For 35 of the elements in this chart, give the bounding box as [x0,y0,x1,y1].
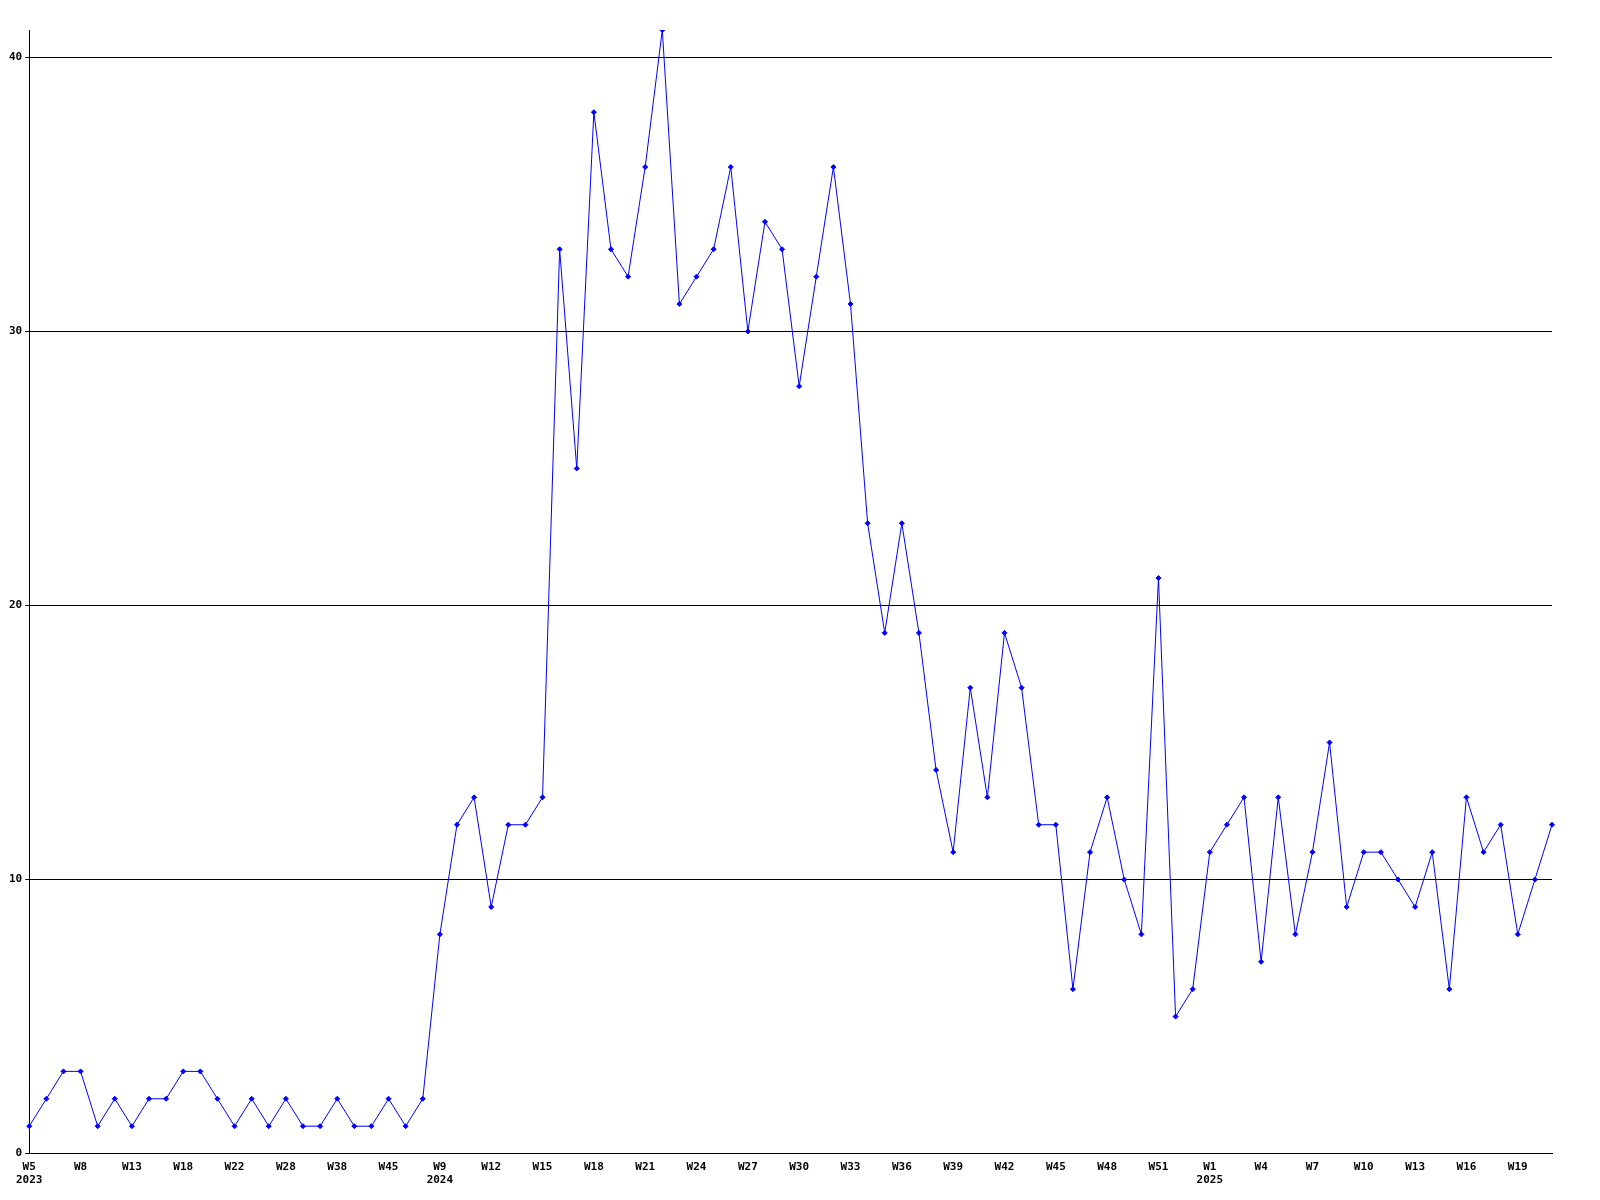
x-tick-label: W21 [635,1160,656,1174]
x-tick-label: W38 [327,1160,348,1174]
y-tick-label: 30 [9,324,23,338]
x-tick-label: W48 [1097,1160,1118,1174]
x-tick-label: W28 [275,1160,296,1174]
x-tick-label: W51 [1148,1160,1169,1174]
x-tick-label: W15 [532,1160,553,1174]
x-tick-label: W33 [840,1160,861,1174]
x-tick-label: W13 [121,1160,142,1174]
x-tick-label: W22 [224,1160,245,1174]
x-tick-label: W4 [1254,1160,1269,1174]
y-tick-label: 40 [9,50,23,64]
x-tick-label: W45 [1045,1160,1066,1174]
x-tick-label: W16 [1456,1160,1477,1174]
y-tick-label: 0 [15,1146,23,1160]
x-tick-label: W24 [686,1160,707,1174]
x-tick-label: W10 [1353,1160,1374,1174]
y-tick-label: 20 [9,598,23,612]
x-tick-label: W39 [943,1160,964,1174]
x-tick-label: W45 [378,1160,399,1174]
x-tick-label: W1 2025 [1196,1160,1224,1187]
x-tick-label: W42 [994,1160,1015,1174]
x-tick-label: W27 [737,1160,758,1174]
x-tick-label: W7 [1305,1160,1320,1174]
x-tick-label: W5 2023 [16,1160,43,1187]
x-tick-label: W9 2024 [426,1160,454,1187]
x-tick-label: W19 [1507,1160,1528,1174]
x-tick-label: W18 [583,1160,604,1174]
x-tick-label: W8 [73,1160,88,1174]
y-tick-label: 10 [9,872,23,886]
x-tick-label: W12 [481,1160,502,1174]
x-tick-label: W36 [891,1160,913,1174]
x-tick-label: W18 [173,1160,194,1174]
x-tick-label: W30 [789,1160,810,1174]
x-tick-label: W13 [1405,1160,1426,1174]
